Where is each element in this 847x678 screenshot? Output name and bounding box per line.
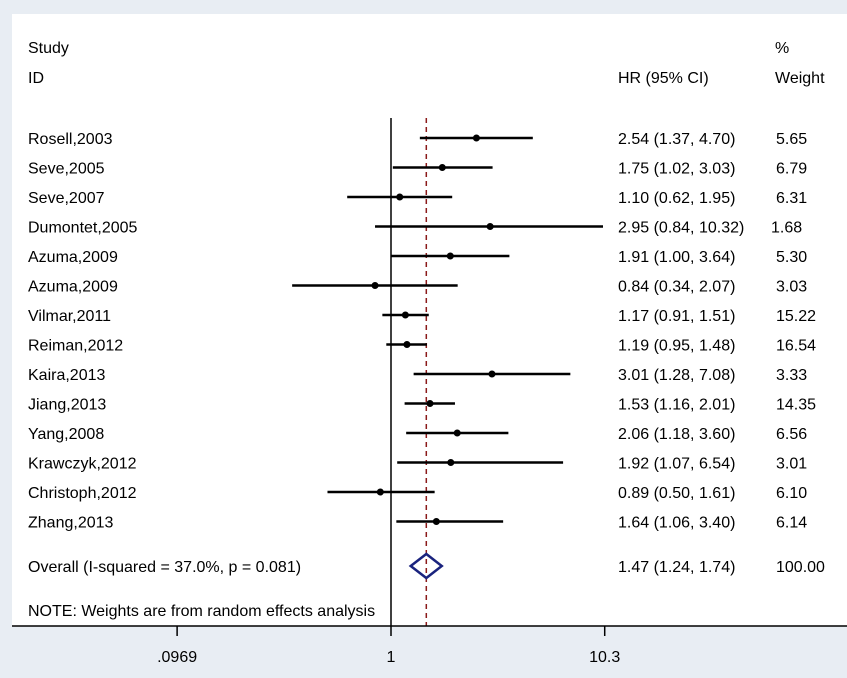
study-row: Krawczyk,2012 1.92 (1.07, 6.54) 3.01 <box>28 456 807 473</box>
study-row: Seve,2005 1.75 (1.02, 3.03) 6.79 <box>28 161 807 178</box>
overall-diamond <box>408 552 444 580</box>
point-estimate <box>403 341 411 348</box>
weight-text: 5.30 <box>776 249 807 266</box>
study-label: Azuma,2009 <box>28 249 118 266</box>
weight-text: 3.03 <box>776 279 807 296</box>
weight-text: 6.14 <box>776 515 807 532</box>
note-text: NOTE: Weights are from random effects an… <box>28 603 375 620</box>
study-row: Rosell,2003 2.54 (1.37, 4.70) 5.65 <box>28 131 807 148</box>
study-row: Jiang,2013 1.53 (1.16, 2.01) 14.35 <box>28 397 816 414</box>
point-estimate <box>432 518 440 525</box>
point-estimate <box>396 193 404 201</box>
study-label: Vilmar,2011 <box>28 308 111 325</box>
weight-text: 6.56 <box>776 426 807 443</box>
x-tick-label: .0969 <box>157 649 197 666</box>
overall-label: Overall (I-squared = 37.0%, p = 0.081) <box>28 559 301 576</box>
point-estimate <box>472 134 480 142</box>
study-label: Azuma,2009 <box>28 279 118 296</box>
study-row: Seve,2007 1.10 (0.62, 1.95) 6.31 <box>28 190 807 207</box>
point-estimate <box>453 429 461 437</box>
study-label: Reiman,2012 <box>28 338 123 355</box>
point-estimate <box>486 223 494 230</box>
point-estimate <box>447 459 455 466</box>
ci-text: 3.01 (1.28, 7.08) <box>618 367 735 384</box>
ci-text: 1.17 (0.91, 1.51) <box>618 308 735 325</box>
weight-text: 16.54 <box>776 338 816 355</box>
weight-text: 15.22 <box>776 308 816 325</box>
ci-text: 0.84 (0.34, 2.07) <box>618 279 735 296</box>
study-label: Zhang,2013 <box>28 515 114 532</box>
study-row: Zhang,2013 1.64 (1.06, 3.40) 6.14 <box>28 515 807 532</box>
study-row: Reiman,2012 1.19 (0.95, 1.48) 16.54 <box>28 338 816 355</box>
study-row: Vilmar,2011 1.17 (0.91, 1.51) 15.22 <box>28 308 816 325</box>
ci-text: 1.64 (1.06, 3.40) <box>618 515 735 532</box>
x-axis-ticks: .0969 1 10.3 <box>157 626 620 666</box>
header-weight: Weight <box>775 70 825 87</box>
ci-text: 1.53 (1.16, 2.01) <box>618 397 735 414</box>
weight-text: 3.01 <box>776 456 807 473</box>
header-percent: % <box>775 40 789 57</box>
point-estimate <box>371 282 379 289</box>
header-study: Study <box>28 40 69 57</box>
study-row: Yang,2008 2.06 (1.18, 3.60) 6.56 <box>28 426 807 443</box>
study-label: Yang,2008 <box>28 426 104 443</box>
study-label: Rosell,2003 <box>28 131 113 148</box>
study-row: Azuma,2009 1.91 (1.00, 3.64) 5.30 <box>28 249 807 266</box>
point-estimate <box>446 252 454 260</box>
overall-ci-text: 1.47 (1.24, 1.74) <box>618 559 735 576</box>
study-row: Christoph,2012 0.89 (0.50, 1.61) 6.10 <box>28 485 807 502</box>
study-rows: Rosell,2003 2.54 (1.37, 4.70) 5.65 Seve,200… <box>28 131 816 532</box>
point-estimate <box>438 164 446 171</box>
point-estimate <box>488 370 496 378</box>
weight-text: 6.31 <box>776 190 807 207</box>
weight-text: 1.68 <box>771 220 802 237</box>
study-label: Seve,2007 <box>28 190 105 207</box>
weight-text: 6.10 <box>776 485 807 502</box>
ci-text: 1.75 (1.02, 3.03) <box>618 161 735 178</box>
weight-text: 6.79 <box>776 161 807 178</box>
ci-text: 0.89 (0.50, 1.61) <box>618 485 735 502</box>
overall-weight: 100.00 <box>776 559 825 576</box>
point-estimate <box>401 311 409 319</box>
x-tick-label: 1 <box>387 649 396 666</box>
weight-text: 5.65 <box>776 131 807 148</box>
ci-text: 1.19 (0.95, 1.48) <box>618 338 735 355</box>
header-id: ID <box>28 70 44 87</box>
header-hr: HR (95% CI) <box>618 70 709 87</box>
point-estimate <box>426 400 434 407</box>
study-label: Krawczyk,2012 <box>28 456 137 473</box>
study-label: Jiang,2013 <box>28 397 106 414</box>
ci-text: 2.54 (1.37, 4.70) <box>618 131 735 148</box>
study-label: Kaira,2013 <box>28 367 105 384</box>
study-row: Kaira,2013 3.01 (1.28, 7.08) 3.33 <box>28 367 807 384</box>
study-label: Dumontet,2005 <box>28 220 138 237</box>
point-estimate <box>376 488 384 496</box>
ci-text: 2.06 (1.18, 3.60) <box>618 426 735 443</box>
ci-text: 1.91 (1.00, 3.64) <box>618 249 735 266</box>
plot-panel <box>12 14 847 626</box>
x-tick-label: 10.3 <box>589 649 620 666</box>
ci-text: 1.10 (0.62, 1.95) <box>618 190 735 207</box>
study-row: Azuma,2009 0.84 (0.34, 2.07) 3.03 <box>28 279 807 296</box>
weight-text: 3.33 <box>776 367 807 384</box>
study-label: Christoph,2012 <box>28 485 137 502</box>
weight-text: 14.35 <box>776 397 816 414</box>
ci-text: 1.92 (1.07, 6.54) <box>618 456 735 473</box>
ci-text: 2.95 (0.84, 10.32) <box>618 220 744 237</box>
study-row: Dumontet,2005 2.95 (0.84, 10.32) 1.68 <box>28 220 802 237</box>
study-label: Seve,2005 <box>28 161 105 178</box>
